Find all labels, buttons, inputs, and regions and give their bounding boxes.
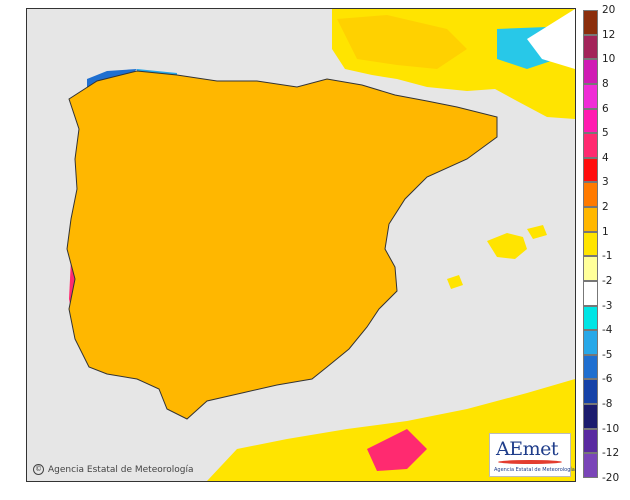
legend-label: -4 — [602, 324, 613, 337]
legend-color-box — [583, 157, 598, 183]
legend-color-box — [583, 256, 598, 281]
legend-label: -1 — [602, 250, 613, 263]
legend-label: 4 — [602, 151, 609, 164]
legend-color-box — [583, 428, 598, 454]
logo-tagline: Agencia Estatal de Meteorología — [494, 467, 575, 473]
legend-color-box — [583, 453, 598, 478]
legend-label: -2 — [602, 274, 613, 287]
alps-neutral-patch — [527, 9, 575, 69]
menorca — [527, 225, 547, 239]
legend-color-box — [583, 34, 598, 60]
legend-label: 20 — [602, 4, 616, 16]
copyright-icon: © — [33, 464, 44, 475]
legend-label: -3 — [602, 299, 613, 312]
france-warm-patch — [337, 15, 467, 69]
legend-color-box — [583, 59, 598, 84]
legend-color-box — [583, 133, 598, 158]
legend-label: 8 — [602, 77, 609, 90]
north-africa — [207, 379, 575, 481]
color-legend: 20 12 10 8 6 5 4 3 2 1 -1 -2 -3 -4 -5 -6 -8 -10 -12 -20 — [583, 4, 627, 484]
legend-color-box — [583, 379, 598, 405]
legend-label: 12 — [602, 28, 616, 41]
copyright-text: Agencia Estatal de Meteorología — [48, 465, 194, 475]
legend-label: 10 — [602, 53, 616, 66]
legend-label: -10 — [602, 422, 620, 435]
legend-color-box — [583, 108, 598, 134]
north-africa-hotspot — [367, 429, 427, 471]
legend-label: -8 — [602, 398, 613, 411]
logo-wordmark: AEmet — [496, 438, 559, 460]
legend-label: 1 — [602, 225, 609, 238]
legend-color-box — [583, 330, 598, 355]
legend-label: 6 — [602, 102, 609, 115]
legend-color-box — [583, 231, 598, 257]
legend-color-box — [583, 280, 598, 306]
legend-label: -5 — [602, 348, 613, 361]
legend-color-box — [583, 83, 598, 109]
legend-label: -20 — [602, 472, 620, 484]
legend-label: 2 — [602, 201, 609, 214]
legend-color-box — [583, 10, 598, 35]
legend-color-box — [583, 404, 598, 429]
legend-color-box — [583, 182, 598, 208]
legend-label: -6 — [602, 373, 613, 386]
iberia-temperature-anomaly-map — [27, 9, 575, 481]
legend-color-box — [583, 305, 598, 331]
anomaly-map: © Agencia Estatal de Meteorología AEmet A… — [26, 8, 576, 482]
mallorca — [487, 233, 527, 259]
copyright-note: © Agencia Estatal de Meteorología — [33, 464, 194, 475]
logo-swoosh — [498, 460, 562, 464]
aemet-logo: AEmet Agencia Estatal de Meteorología — [489, 433, 575, 477]
legend-label: 3 — [602, 176, 609, 189]
legend-color-box — [583, 354, 598, 380]
legend-label: 5 — [602, 127, 609, 140]
legend-color-box — [583, 207, 598, 232]
ibiza — [447, 275, 463, 289]
legend-label: -12 — [602, 447, 620, 460]
